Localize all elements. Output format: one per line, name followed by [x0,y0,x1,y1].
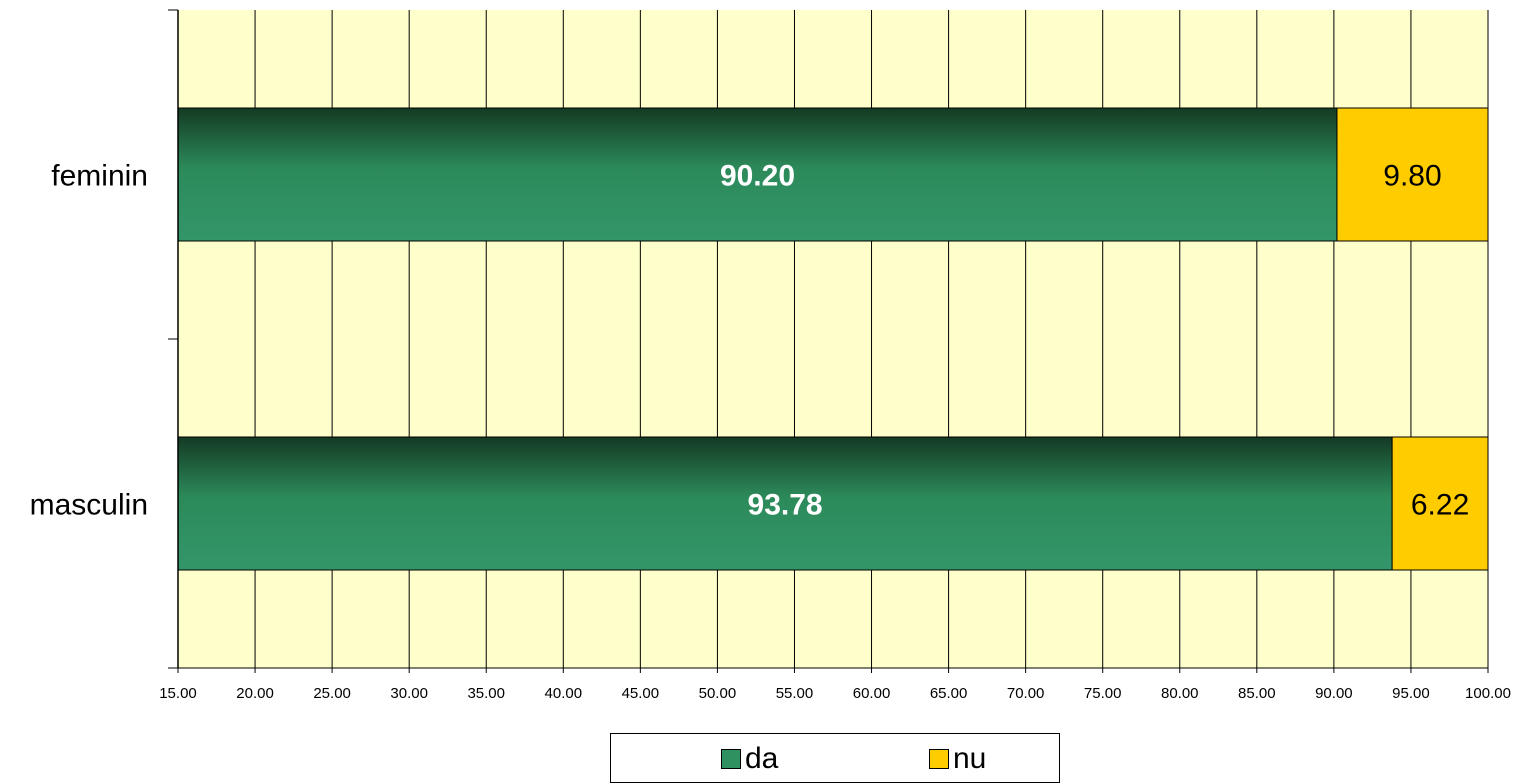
x-tick-label: 30.00 [390,685,428,702]
x-tick-label: 35.00 [467,685,505,702]
x-tick-label: 20.00 [236,685,274,702]
data-label-da-masculin: 93.78 [748,489,823,522]
x-tick-label: 60.00 [853,685,891,702]
legend-swatch-da [721,749,741,769]
data-label-da-feminin: 90.20 [720,160,795,193]
legend-label-nu: nu [953,742,987,775]
legend-item-da: da [721,744,778,774]
x-tick-label: 50.00 [699,685,737,702]
x-tick-label: 85.00 [1238,685,1276,702]
x-tick-label: 25.00 [313,685,351,702]
category-label-feminin: feminin [51,160,148,193]
legend-label-da: da [745,742,779,775]
category-label-masculin: masculin [30,489,148,522]
bar-nu-masculin [1391,436,1489,571]
bar-da-masculin [177,436,1393,571]
x-tick-label: 40.00 [545,685,583,702]
x-tick-label: 90.00 [1315,685,1353,702]
bar-nu-feminin [1336,107,1489,242]
data-label-nu-feminin: 9.80 [1383,160,1441,193]
x-tick-label: 70.00 [1007,685,1045,702]
x-tick-label: 45.00 [622,685,660,702]
x-tick-label: 75.00 [1084,685,1122,702]
legend-swatch-nu [929,749,949,769]
x-tick-label: 95.00 [1392,685,1430,702]
x-tick-label: 65.00 [930,685,968,702]
legend: da nu [610,733,1060,783]
x-tick-label: 80.00 [1161,685,1199,702]
x-tick-label: 100.00 [1465,685,1511,702]
x-tick-label: 15.00 [159,685,197,702]
data-label-nu-masculin: 6.22 [1411,489,1469,522]
bar-da-feminin [177,107,1338,242]
legend-item-nu: nu [929,744,986,774]
x-tick-label: 55.00 [776,685,814,702]
